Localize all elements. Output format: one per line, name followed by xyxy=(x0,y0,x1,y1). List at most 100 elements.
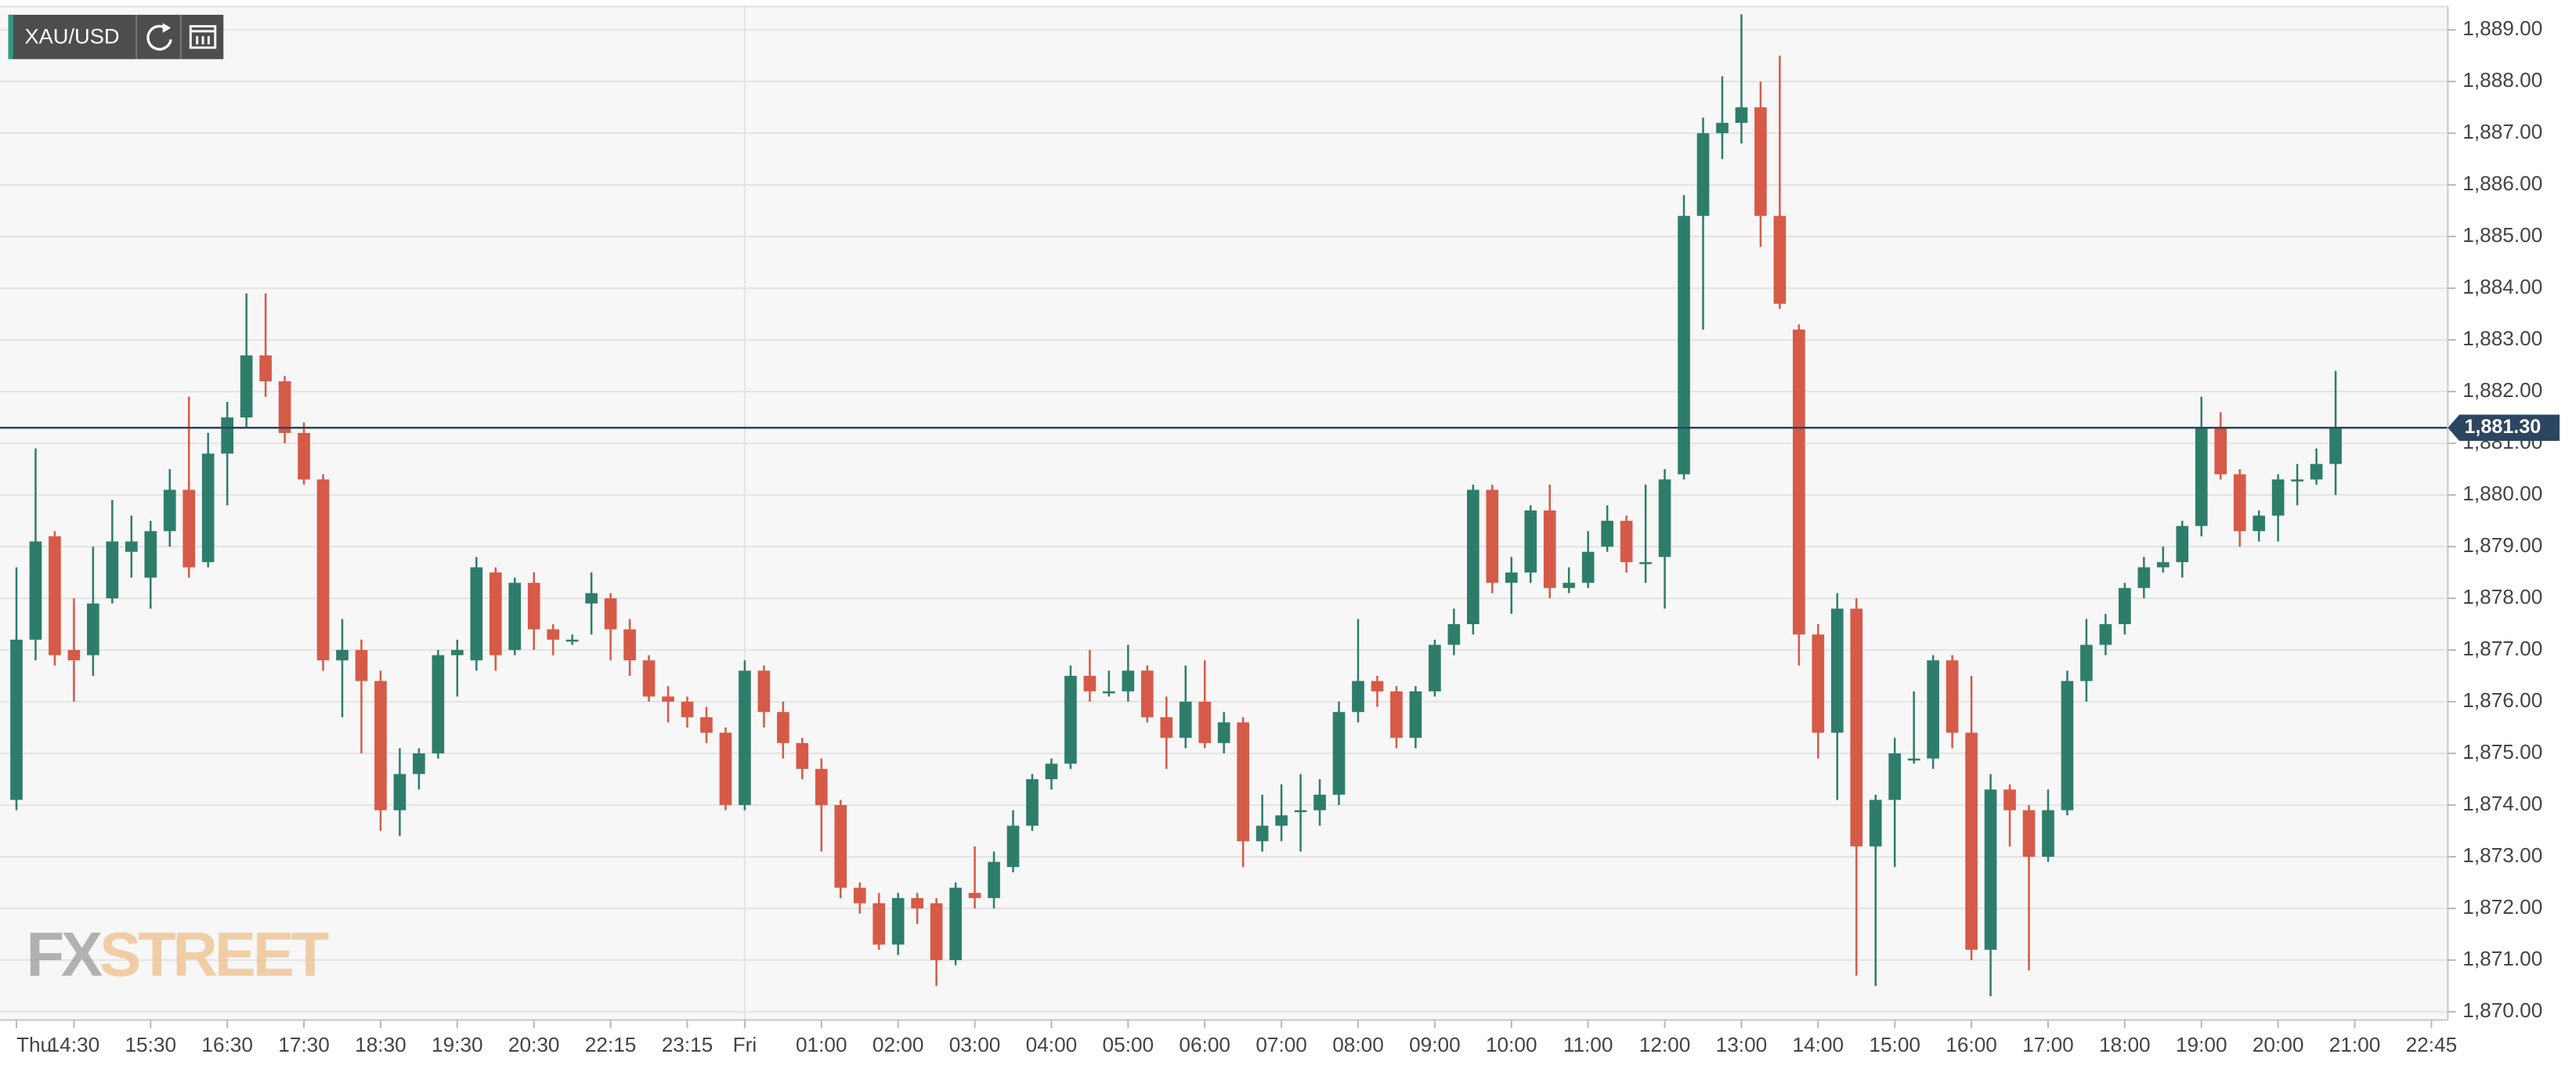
candle-body xyxy=(1160,717,1173,738)
candle-body xyxy=(1773,215,1787,304)
y-tick-label: 1,887.00 xyxy=(2462,120,2542,143)
candle-body xyxy=(1505,572,1518,583)
x-tick-label: 03:00 xyxy=(949,1033,1001,1056)
candle-body xyxy=(1198,702,1212,743)
candle-body xyxy=(1678,215,1690,475)
watermark-street: STREET xyxy=(99,919,329,989)
candle-body xyxy=(2042,810,2054,857)
candle-body xyxy=(125,541,138,552)
candle-body xyxy=(489,572,502,655)
candle-body xyxy=(1907,758,1920,761)
candle-body xyxy=(221,417,233,454)
candle-body xyxy=(2176,525,2189,562)
watermark: FXSTREET xyxy=(27,919,329,989)
candle-body xyxy=(2310,464,2323,480)
candle-body xyxy=(106,541,119,599)
candle-body xyxy=(355,650,368,681)
x-tick-label: 22:45 xyxy=(2406,1033,2458,1056)
candle-body xyxy=(87,603,99,655)
symbol-button[interactable]: XAU/USD xyxy=(24,23,119,48)
candle-body xyxy=(1026,779,1039,826)
candle-body xyxy=(1466,489,1479,625)
x-tick-label: 05:00 xyxy=(1103,1033,1154,1056)
candle-body xyxy=(604,598,617,630)
watermark-fx: FX xyxy=(27,919,103,989)
refresh-button[interactable] xyxy=(146,23,172,51)
candle-body xyxy=(1658,479,1671,558)
candle-body xyxy=(374,680,387,810)
calendar-button[interactable] xyxy=(189,25,217,49)
candle-body xyxy=(1581,551,1595,583)
price-tag-label: 1,881.30 xyxy=(2464,416,2541,438)
candle-body xyxy=(2291,479,2303,482)
candle-body xyxy=(1429,644,1441,691)
candle-body xyxy=(988,861,1000,898)
x-tick-label: 08:00 xyxy=(1332,1033,1384,1056)
candle-body xyxy=(2195,428,2208,526)
candle-body xyxy=(1620,521,1633,562)
candle-body xyxy=(1869,800,1882,847)
candle-body xyxy=(1409,691,1422,738)
candle-body xyxy=(336,650,349,661)
candle-body xyxy=(796,742,809,769)
candle-body xyxy=(930,903,943,961)
candle-body xyxy=(1447,624,1461,645)
x-tick-label: 01:00 xyxy=(796,1033,847,1056)
candle-body xyxy=(2080,644,2093,681)
candle-body xyxy=(259,355,272,381)
candle-body xyxy=(1313,794,1326,810)
x-tick-label: 22:15 xyxy=(585,1033,637,1056)
toolbar: XAU/USD xyxy=(8,14,224,60)
x-tick-label: 07:00 xyxy=(1255,1033,1307,1056)
candle-body xyxy=(739,670,751,806)
y-tick-label: 1,883.00 xyxy=(2462,327,2542,350)
candle-body xyxy=(1830,608,1844,733)
candle-body xyxy=(1217,722,1230,743)
y-tick-label: 1,874.00 xyxy=(2462,792,2542,815)
candle-body xyxy=(508,583,522,651)
candle-body xyxy=(1927,660,1939,759)
candle-body xyxy=(834,805,847,888)
candle-body xyxy=(163,489,176,532)
x-tick-label: 02:00 xyxy=(873,1033,924,1056)
candle-body xyxy=(1850,608,1863,847)
x-tick-label: 23:15 xyxy=(662,1033,714,1056)
grid xyxy=(0,6,2448,1020)
y-tick-label: 1,876.00 xyxy=(2462,688,2542,712)
candle-body xyxy=(1984,789,1997,950)
candle-body xyxy=(623,629,636,661)
x-tick-label: 04:00 xyxy=(1026,1033,1078,1056)
candle-body xyxy=(1064,676,1077,764)
candle-body xyxy=(911,897,923,909)
candle-body xyxy=(240,355,253,418)
candle-body xyxy=(2329,428,2342,464)
candle-body xyxy=(1006,825,1020,868)
y-tick-label: 1,882.00 xyxy=(2462,378,2542,402)
x-tick-label: 15:30 xyxy=(125,1033,176,1056)
candle-body xyxy=(316,479,330,661)
candle-body xyxy=(662,696,674,702)
candle-body xyxy=(2061,680,2074,810)
candle-body xyxy=(891,897,905,945)
y-tick-label: 1,889.00 xyxy=(2462,16,2542,40)
candle-body xyxy=(719,732,732,806)
candle-body xyxy=(2119,587,2131,625)
y-tick-label: 1,880.00 xyxy=(2462,482,2542,505)
candle-body xyxy=(2233,474,2246,532)
toolbar-bg xyxy=(8,14,224,60)
candle-body xyxy=(1103,691,1115,694)
toolbar-accent xyxy=(8,14,13,60)
candle-body xyxy=(1601,521,1613,547)
y-tick-label: 1,873.00 xyxy=(2462,843,2542,867)
y-tick-label: 1,878.00 xyxy=(2462,585,2542,608)
candle-body xyxy=(585,593,598,604)
x-tick-label: 11:00 xyxy=(1563,1033,1613,1056)
candle-body xyxy=(278,381,291,433)
x-tick-label: Fri xyxy=(733,1033,757,1056)
x-tick-label: 17:00 xyxy=(2022,1033,2074,1056)
candle-body xyxy=(1946,660,1959,733)
candle-body xyxy=(1965,732,1978,950)
candle-body xyxy=(1793,329,1805,635)
candle-body xyxy=(642,660,656,697)
